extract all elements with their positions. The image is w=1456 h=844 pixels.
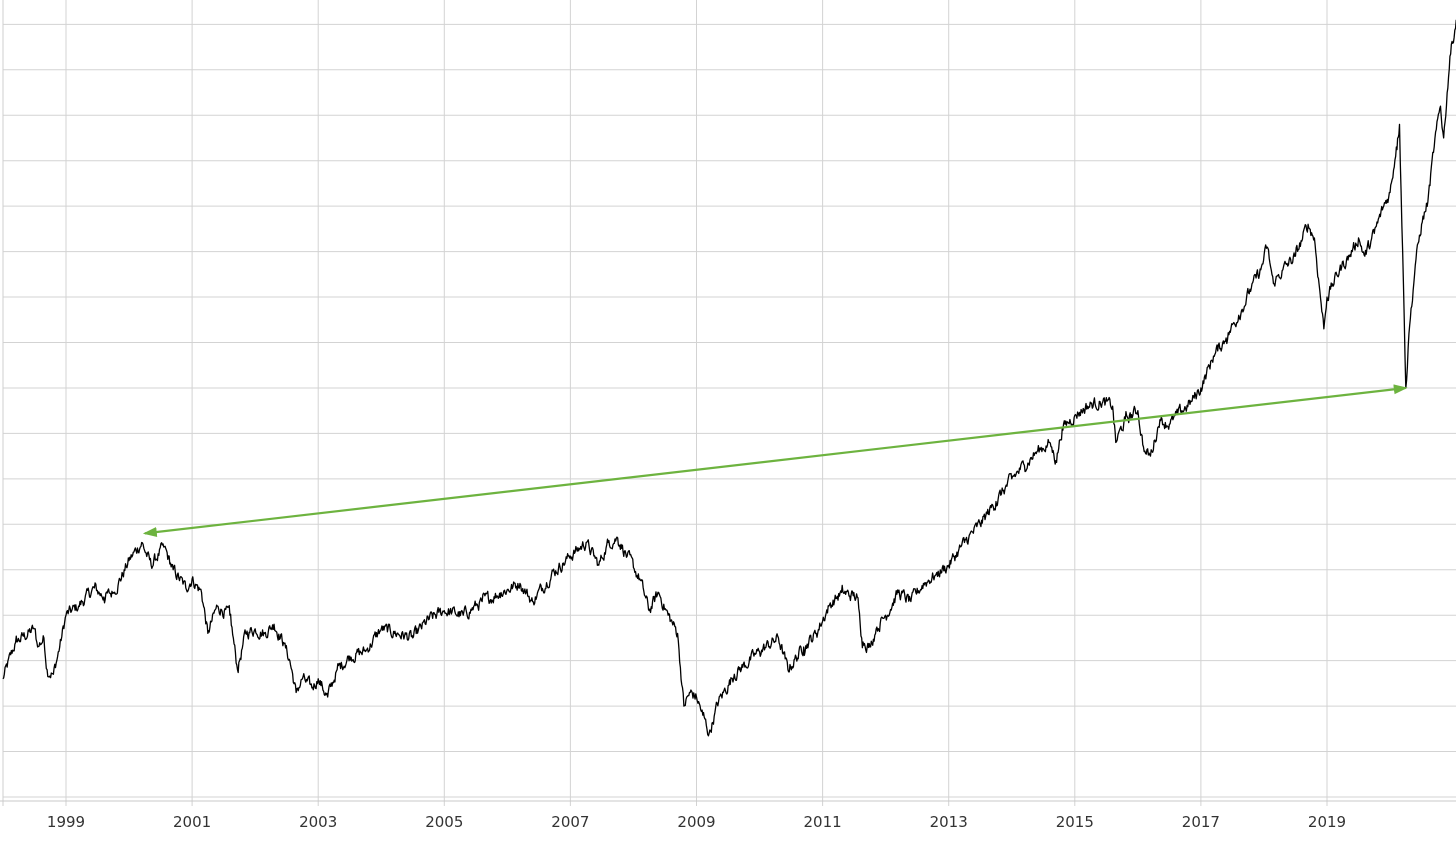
series-line-0 [2,19,1456,737]
x-tick-label-1999: 1999 [47,813,85,831]
x-tick-label-2007: 2007 [551,813,589,831]
x-tick-label-2013: 2013 [930,813,968,831]
annotation-layer [142,384,1408,537]
x-tick-label-2009: 2009 [677,813,715,831]
x-tick-label-2005: 2005 [425,813,463,831]
x-tick-label-2001: 2001 [173,813,211,831]
x-tick-label-2019: 2019 [1308,813,1346,831]
annotation-double-arrow-0 [142,384,1408,537]
x-axis: 1999 2001 2003 2005 2007 2009 2011 2013 2015 2017… [47,813,1346,831]
x-tick-label-2011: 2011 [804,813,842,831]
x-tick-label-2015: 2015 [1056,813,1094,831]
x-tick-label-2017: 2017 [1182,813,1220,831]
series-layer [2,19,1456,737]
x-tick-label-2003: 2003 [299,813,337,831]
